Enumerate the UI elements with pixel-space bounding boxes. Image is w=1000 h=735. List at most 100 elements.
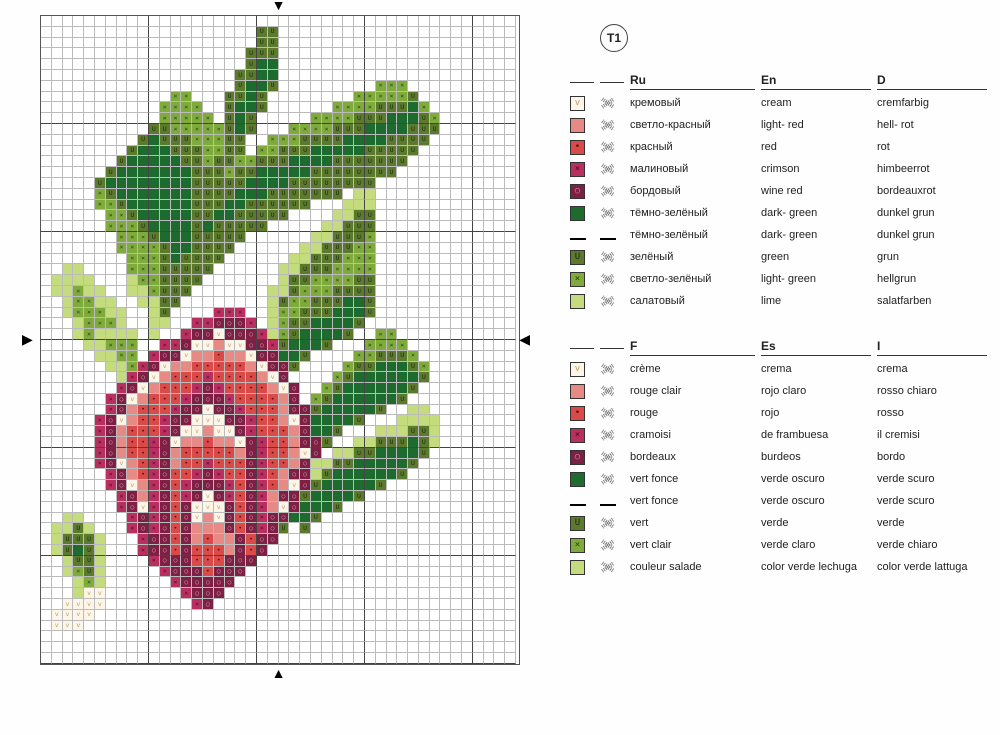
stitch-icon xyxy=(600,117,616,133)
chart-cell xyxy=(214,286,225,297)
chart-cell: • xyxy=(127,448,138,459)
chart-cell xyxy=(63,340,74,351)
chart-cell: v xyxy=(181,351,192,362)
chart-cell xyxy=(235,286,246,297)
chart-cell: v xyxy=(203,502,214,513)
chart-cell xyxy=(203,351,214,362)
chart-cell xyxy=(106,383,117,394)
chart-cell xyxy=(322,200,333,211)
chart-cell xyxy=(397,534,408,545)
chart-cell: × xyxy=(343,113,354,124)
legend-label: verde claro xyxy=(761,539,871,551)
chart-cell: × xyxy=(289,135,300,146)
chart-cell xyxy=(52,545,63,556)
chart-cell xyxy=(430,523,441,534)
chart-cell: × xyxy=(127,351,138,362)
chart-cell: U xyxy=(397,469,408,480)
legend-label: crema xyxy=(877,363,987,375)
chart-cell xyxy=(127,610,138,621)
chart-cell xyxy=(333,545,344,556)
chart-cell xyxy=(322,534,333,545)
chart-cell: U xyxy=(311,135,322,146)
stitch-icon xyxy=(600,383,616,399)
chart-cell: ○ xyxy=(203,599,214,610)
chart-cell xyxy=(246,264,257,275)
chart-cell xyxy=(505,254,516,265)
chart-cell xyxy=(322,567,333,578)
chart-cell xyxy=(203,523,214,534)
chart-cell xyxy=(106,48,117,59)
chart-cell xyxy=(311,329,322,340)
chart-cell: ○ xyxy=(192,491,203,502)
chart-cell xyxy=(84,653,95,664)
color-swatch: × xyxy=(570,272,585,287)
chart-cell xyxy=(279,394,290,405)
chart-cell xyxy=(354,16,365,27)
chart-cell: ○ xyxy=(246,523,257,534)
chart-cell xyxy=(300,394,311,405)
chart-cell xyxy=(440,146,451,157)
chart-cell xyxy=(462,38,473,49)
chart-cell xyxy=(505,297,516,308)
chart-cell xyxy=(52,426,63,437)
chart-cell xyxy=(451,27,462,38)
chart-cell xyxy=(106,275,117,286)
chart-cell xyxy=(440,70,451,81)
chart-cell xyxy=(505,286,516,297)
chart-cell xyxy=(354,642,365,653)
chart-cell xyxy=(149,297,160,308)
color-swatch xyxy=(570,118,585,133)
chart-cell xyxy=(84,372,95,383)
chart-cell xyxy=(365,513,376,524)
chart-cell xyxy=(419,351,430,362)
chart-cell xyxy=(408,556,419,567)
color-swatch xyxy=(570,472,585,487)
chart-cell xyxy=(127,189,138,200)
chart-cell xyxy=(451,362,462,373)
chart-cell xyxy=(268,102,279,113)
chart-cell: v xyxy=(257,362,268,373)
chart-cell xyxy=(408,200,419,211)
chart-cell: × xyxy=(289,124,300,135)
chart-cell xyxy=(95,210,106,221)
chart-cell xyxy=(494,362,505,373)
chart-cell xyxy=(73,254,84,265)
chart-cell: U xyxy=(419,135,430,146)
chart-cell xyxy=(41,567,52,578)
chart-cell: × xyxy=(181,491,192,502)
chart-cell xyxy=(484,254,495,265)
chart-cell: U xyxy=(106,189,117,200)
chart-cell xyxy=(279,254,290,265)
chart-cell xyxy=(117,631,128,642)
chart-cell xyxy=(430,275,441,286)
chart-cell xyxy=(408,545,419,556)
chart-cell xyxy=(268,318,279,329)
chart-cell: U xyxy=(268,156,279,167)
chart-cell xyxy=(63,189,74,200)
chart-cell xyxy=(343,210,354,221)
chart-cell xyxy=(376,567,387,578)
chart-cell xyxy=(203,426,214,437)
chart-cell xyxy=(127,415,138,426)
chart-cell xyxy=(419,469,430,480)
chart-cell xyxy=(127,621,138,632)
chart-cell: × xyxy=(149,491,160,502)
chart-cell: U xyxy=(387,351,398,362)
chart-cell: • xyxy=(181,383,192,394)
chart-cell: × xyxy=(149,459,160,470)
chart-cell xyxy=(52,200,63,211)
chart-cell xyxy=(127,124,138,135)
chart-cell xyxy=(257,167,268,178)
chart-cell xyxy=(279,286,290,297)
chart-cell xyxy=(95,59,106,70)
chart-cell xyxy=(106,81,117,92)
chart-cell xyxy=(376,27,387,38)
chart-cell: U xyxy=(333,297,344,308)
chart-cell xyxy=(505,383,516,394)
chart-cell: U xyxy=(376,351,387,362)
chart-cell: U xyxy=(214,221,225,232)
chart-cell xyxy=(84,631,95,642)
chart-cell: U xyxy=(354,448,365,459)
chart-cell: U xyxy=(322,340,333,351)
chart-cell: • xyxy=(149,426,160,437)
